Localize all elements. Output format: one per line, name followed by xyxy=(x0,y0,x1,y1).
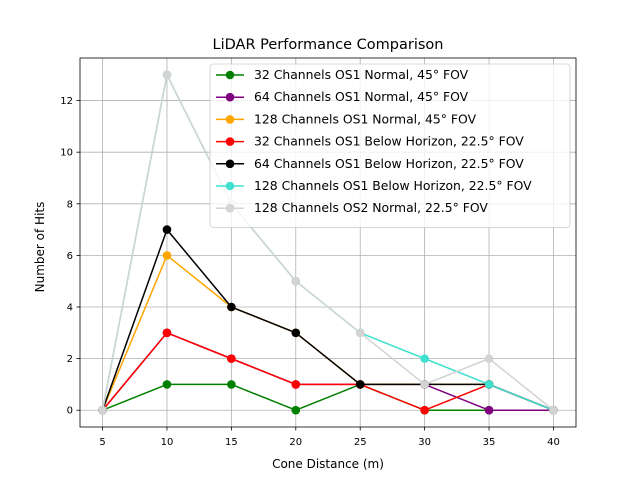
data-point xyxy=(291,276,301,286)
legend-swatch-marker xyxy=(225,137,235,146)
legend-label: 128 Channels OS2 Normal, 22.5° FOV xyxy=(254,200,488,215)
y-tick-label: 4 xyxy=(67,303,73,314)
x-tick-label: 15 xyxy=(225,437,238,448)
legend-label: 64 Channels OS1 Below Horizon, 22.5° FOV xyxy=(254,156,524,171)
legend: 32 Channels OS1 Normal, 45° FOV 64 Channe… xyxy=(209,63,571,228)
y-tick-label: 0 xyxy=(67,406,73,417)
data-point xyxy=(484,405,494,415)
data-point xyxy=(420,354,429,363)
data-point xyxy=(291,328,301,338)
legend-swatch-marker xyxy=(225,203,235,213)
axes xyxy=(79,57,577,428)
data-point xyxy=(484,380,494,389)
legend-label: 128 Channels OS1 Normal, 45° FOV xyxy=(254,111,477,126)
data-point xyxy=(162,380,172,389)
legend-swatch-marker xyxy=(225,159,235,169)
series-line-4 xyxy=(101,228,554,411)
data-point xyxy=(227,380,236,389)
legend-swatch-marker xyxy=(225,70,235,80)
data-point xyxy=(291,380,301,389)
y-tick-label: 8 xyxy=(67,199,73,210)
y-tick-label: 2 xyxy=(67,354,73,365)
x-tick-label: 10 xyxy=(161,437,174,448)
data-point xyxy=(162,251,172,260)
plot-frame xyxy=(79,57,577,428)
x-tick-label: 40 xyxy=(547,437,560,448)
data-point xyxy=(98,405,107,415)
series-line-0 xyxy=(102,383,554,411)
legend-label: 32 Channels OS1 Below Horizon, 22.5° FOV xyxy=(254,134,524,149)
x-axis-label: Cone Distance (m) xyxy=(272,457,384,471)
data-point xyxy=(355,328,365,338)
x-tick-label: 35 xyxy=(483,437,496,448)
x-tick-label: 30 xyxy=(418,437,431,448)
chart-title: LiDAR Performance Comparison xyxy=(213,37,444,53)
y-tick-label: 6 xyxy=(67,251,73,262)
ticks: 5 10 15 20 25 30 35 40 0 2 4 6 8 10 12 xyxy=(60,96,560,448)
data-point xyxy=(227,354,236,363)
legend-swatch-marker xyxy=(225,92,235,102)
series-line-6 xyxy=(101,74,554,411)
x-tick-label: 25 xyxy=(354,437,367,448)
data-point xyxy=(162,225,172,234)
legend-box xyxy=(209,63,571,228)
data-point xyxy=(484,354,494,363)
legend-swatch-marker xyxy=(225,115,235,124)
data-point xyxy=(227,302,236,312)
legend-label: 128 Channels OS1 Below Horizon, 22.5° FO… xyxy=(254,178,532,193)
legend-label: 32 Channels OS1 Normal, 45° FOV xyxy=(254,67,469,82)
y-tick-label: 10 xyxy=(60,148,73,159)
data-point xyxy=(549,405,558,415)
series-line-3 xyxy=(101,332,554,411)
legend-label: 64 Channels OS1 Normal, 45° FOV xyxy=(254,89,469,104)
data-point xyxy=(291,405,301,415)
data-point xyxy=(162,70,172,80)
y-tick-label: 12 xyxy=(60,96,73,107)
data-point xyxy=(420,380,429,389)
x-tick-label: 20 xyxy=(289,437,302,448)
data-point xyxy=(162,328,172,338)
legend-swatch-marker xyxy=(225,181,235,191)
data-point xyxy=(355,380,365,389)
x-tick-label: 5 xyxy=(99,437,105,448)
series-lines xyxy=(98,70,558,415)
y-axis-label: Number of Hits xyxy=(33,202,47,293)
data-point xyxy=(420,405,429,415)
